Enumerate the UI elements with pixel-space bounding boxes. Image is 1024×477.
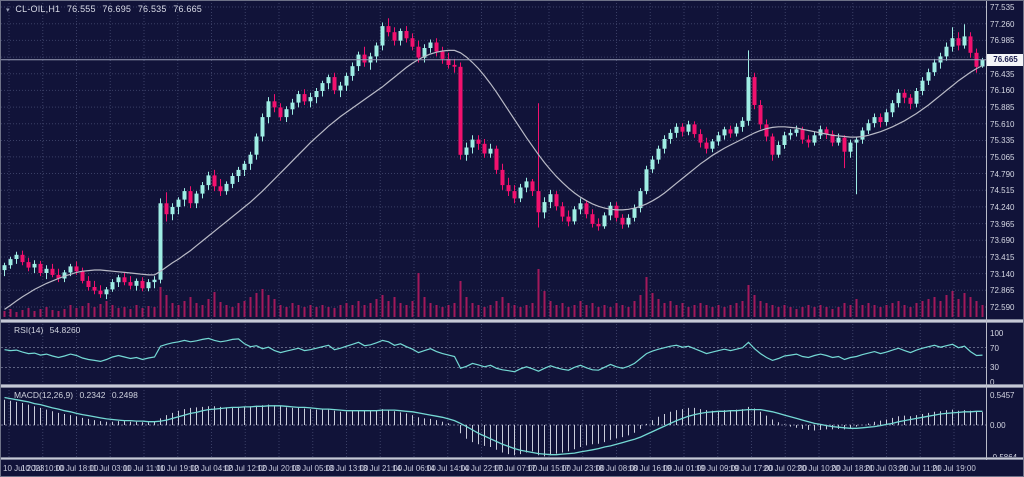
rsi-name: RSI(14): [14, 325, 44, 335]
price-scale-axis-line: [986, 1, 987, 460]
time-axis-label: 14 Jul 14:00: [425, 464, 470, 473]
price-scale-label: 74.515: [990, 186, 1015, 195]
panel-separator-rsi-macd[interactable]: [1, 384, 1023, 388]
time-axis-label: 17 Jul 23:00: [560, 464, 605, 473]
volume-layer: [3, 269, 984, 317]
price-scale-label: 74.240: [990, 203, 1015, 212]
time-axis-label: 12 Jul 20:00: [257, 464, 301, 473]
price-scale-label: 73.140: [990, 270, 1015, 279]
panel-separator-macd-axis[interactable]: [1, 457, 1023, 460]
panel-separator-price-rsi[interactable]: [1, 319, 1023, 323]
rsi-layer: [1, 337, 986, 373]
ohlc-low: 76.535: [137, 4, 167, 14]
ohlc-close: 76.665: [173, 4, 202, 14]
macd-scale-label: 0.5457: [990, 391, 1015, 400]
macd-main-value: 0.2342: [79, 390, 106, 400]
price-scale-label: 73.690: [990, 236, 1015, 245]
time-axis[interactable]: [1, 460, 1023, 476]
grid-layer: [1, 3, 986, 458]
price-scale-label: 76.985: [990, 36, 1015, 45]
time-axis-label: 19 Jul 17:00: [729, 464, 774, 473]
time-axis-label: 18 Jul 16:00: [628, 464, 673, 473]
time-axis-label: 14 Jul 22:00: [459, 464, 504, 473]
time-axis-label: 10 Jul 2023: [3, 464, 45, 473]
macd-indicator-label: MACD(12,26,9) 0.2342 0.2498: [14, 390, 142, 400]
rsi-value: 54.8260: [49, 325, 81, 335]
rsi-scale-label: 30: [990, 363, 999, 372]
macd-name: MACD(12,26,9): [14, 390, 74, 400]
time-axis-label: 19 Jul 01:00: [662, 464, 706, 473]
ohlc-high: 76.695: [102, 4, 132, 14]
price-scale-label: 76.160: [990, 86, 1015, 95]
time-axis-label: 10 Jul 10:00: [20, 464, 65, 473]
price-scale-label: 75.065: [990, 153, 1015, 162]
rsi-indicator-label: RSI(14) 54.8260: [14, 325, 84, 335]
macd-scale-label: 0.00: [990, 421, 1006, 430]
time-axis-label: 20 Jul 02:00: [763, 464, 808, 473]
time-axis-label: 21 Jul 19:00: [932, 464, 976, 473]
chart-marker-icon: ▾: [6, 7, 10, 14]
macd-layer: [1, 396, 986, 457]
price-scale-label: 75.885: [990, 103, 1015, 112]
symbol-ohlc-label: ▾ CL-OIL,H1 76.555 76.695 76.535 76.665: [6, 4, 206, 14]
price-scale-label: 76.435: [990, 70, 1015, 79]
time-axis-label: 21 Jul 03:00: [864, 464, 909, 473]
time-axis-label: 14 Jul 06:00: [392, 464, 436, 473]
time-axis-label: 13 Jul 13:00: [324, 464, 369, 473]
price-scale-label: 77.535: [990, 3, 1015, 12]
time-axis-label: 13 Jul 05:00: [290, 464, 335, 473]
current-price-tag: 76.665: [987, 54, 1023, 66]
price-scale-label: 72.590: [990, 303, 1015, 312]
time-axis-label: 17 Jul 15:00: [527, 464, 571, 473]
rsi-scale-label: 0: [990, 378, 995, 387]
time-axis-label: 21 Jul 11:00: [898, 464, 942, 473]
time-axis-label: 11 Jul 19:00: [156, 464, 200, 473]
price-scale-label: 77.260: [990, 20, 1015, 29]
price-scale-label: 75.610: [990, 120, 1015, 129]
candles-layer: [2, 18, 985, 300]
chart-canvas[interactable]: [1, 1, 987, 460]
time-axis-label: 11 Jul 03:00: [88, 464, 132, 473]
time-axis-label: 12 Jul 12:00: [223, 464, 268, 473]
time-axis-label: 13 Jul 21:00: [358, 464, 403, 473]
time-axis-label: 19 Jul 09:00: [695, 464, 740, 473]
symbol-period-label: CL-OIL,H1: [15, 4, 61, 14]
price-scale-label: 73.965: [990, 220, 1015, 229]
time-axis-label: 10 Jul 18:00: [54, 464, 99, 473]
time-axis-label: 18 Jul 08:00: [594, 464, 639, 473]
time-axis-label: 12 Jul 04:00: [189, 464, 234, 473]
time-axis-label: 20 Jul 18:00: [830, 464, 875, 473]
ohlc-open: 76.555: [66, 4, 96, 14]
rsi-scale-label: 100: [990, 329, 1004, 338]
rsi-scale-label: 70: [990, 344, 999, 353]
price-scale-label: 72.865: [990, 286, 1015, 295]
time-axis-label: 17 Jul 07:00: [493, 464, 538, 473]
price-scale-label: 75.335: [990, 136, 1015, 145]
moving-average-line: [4, 49, 983, 310]
time-axis-label: 20 Jul 10:00: [797, 464, 841, 473]
price-scale-label: 74.790: [990, 170, 1015, 179]
macd-signal-value: 0.2498: [111, 390, 138, 400]
time-axis-label: 11 Jul 11:00: [122, 464, 166, 473]
price-scale-label: 73.415: [990, 253, 1015, 262]
